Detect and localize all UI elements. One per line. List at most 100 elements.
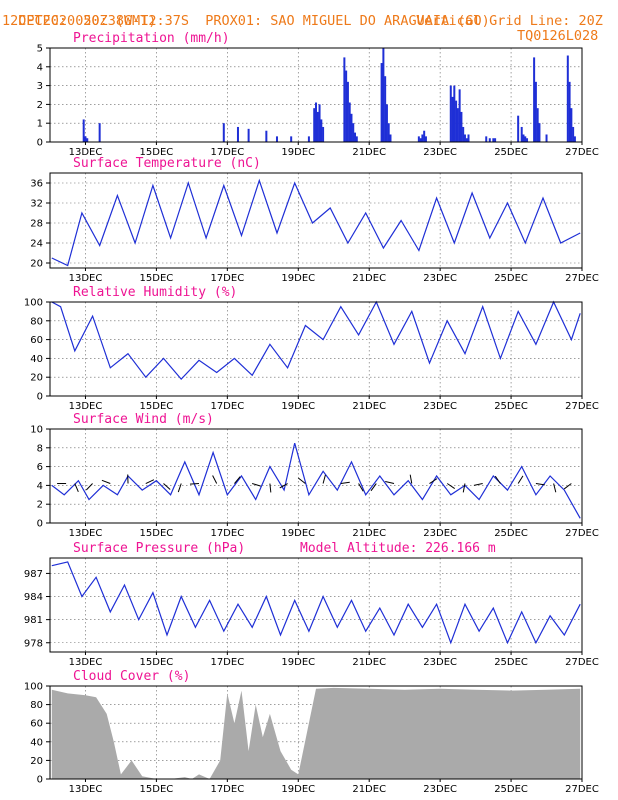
xtick-label-3-0: 13DEC (69, 528, 103, 539)
wind-arrow-18 (370, 483, 377, 492)
header-location: PROX01: SAO MIGUEL DO ARAGUAIA (GO) (205, 13, 490, 29)
wind-arrow-11 (252, 483, 261, 487)
series-line-4 (51, 561, 581, 645)
precip-bar-34 (423, 130, 426, 142)
precip-bar-47 (485, 136, 488, 142)
precip-bar-13 (316, 111, 319, 142)
wind-arrow-7 (177, 483, 182, 493)
precip-bar-0 (82, 119, 85, 142)
ytick-label-3-4: 8 (37, 443, 43, 454)
panel-frame-0 (49, 47, 583, 143)
ytick-label-2-3: 60 (30, 335, 43, 346)
wind-arrow-13 (279, 483, 288, 489)
wind-arrow-27 (535, 483, 545, 486)
precip-bar-7 (265, 130, 268, 142)
xtick-label-2-5: 23DEC (423, 401, 457, 412)
xtick-label-1-7: 27DEC (565, 273, 599, 284)
precip-bar-26 (382, 48, 385, 142)
wind-arrow-24 (473, 483, 483, 486)
wind-arrow-1 (74, 483, 79, 492)
wind-arrow-23 (462, 483, 466, 493)
precip-bar-25 (380, 63, 383, 142)
xtick-label-2-4: 21DEC (352, 401, 386, 412)
ytick-label-5-0: 0 (37, 775, 43, 786)
precip-bar-8 (275, 136, 278, 142)
xtick-label-3-6: 25DEC (494, 528, 528, 539)
precip-bar-14 (318, 104, 321, 142)
wind-arrow-28 (553, 483, 557, 493)
precip-bar-16 (322, 126, 325, 142)
panel-frame-2 (49, 301, 583, 397)
xtick-label-0-2: 17DEC (210, 147, 244, 158)
ytick-label-4-1: 981 (24, 615, 43, 626)
wind-arrow-12 (269, 483, 272, 493)
precip-bar-38 (453, 85, 456, 142)
panel-title-4: Surface Pressure (hPa) (73, 541, 245, 556)
precip-bar-64 (572, 126, 575, 142)
xtick-label-0-5: 23DEC (423, 147, 457, 158)
ytick-label-5-4: 80 (30, 700, 43, 711)
xtick-label-0-4: 21DEC (352, 147, 386, 158)
precip-bar-53 (522, 134, 525, 142)
precip-bar-19 (346, 81, 349, 142)
header-grid-note: Vertical Grid Line: 20Z (416, 13, 603, 29)
precip-bar-30 (389, 134, 392, 142)
precip-bar-37 (451, 96, 454, 142)
panel-annotation-4: Model Altitude: 226.166 m (300, 541, 496, 556)
precip-bar-3 (98, 123, 101, 142)
ytick-label-1-3: 32 (30, 199, 43, 210)
precip-bar-41 (458, 89, 461, 142)
ytick-label-0-3: 3 (37, 81, 43, 92)
precip-bar-65 (573, 136, 576, 142)
precip-bar-15 (320, 119, 323, 142)
xtick-label-4-0: 13DEC (69, 657, 103, 668)
ytick-label-4-3: 987 (24, 569, 43, 580)
precip-bar-1 (84, 136, 87, 142)
precip-bar-36 (449, 85, 452, 142)
xtick-label-3-7: 27DEC (565, 528, 599, 539)
xtick-label-1-2: 17DEC (210, 273, 244, 284)
ytick-label-0-1: 1 (37, 119, 43, 130)
precip-bar-18 (345, 70, 348, 142)
wind-arrow-8 (189, 483, 199, 485)
header-code: TQ0126L028 (517, 28, 599, 44)
xtick-label-0-1: 15DEC (140, 147, 174, 158)
wind-arrow-3 (101, 479, 111, 484)
wind-arrow-10 (234, 476, 241, 484)
precip-bar-62 (568, 81, 571, 142)
ytick-label-0-2: 2 (37, 100, 43, 111)
header-date: 12DEC2020 20Z (GMT) (2, 13, 157, 29)
ytick-label-4-2: 984 (24, 592, 43, 603)
wind-arrow-19 (385, 481, 395, 485)
precip-bar-51 (517, 115, 520, 142)
ytick-label-2-5: 100 (24, 298, 43, 309)
precip-bar-50 (494, 138, 497, 142)
xtick-label-2-2: 17DEC (210, 401, 244, 412)
wind-arrow-22 (446, 483, 455, 489)
precip-bar-23 (354, 132, 357, 142)
xtick-label-3-1: 15DEC (140, 528, 174, 539)
ytick-label-5-2: 40 (30, 737, 43, 748)
ytick-label-3-3: 6 (37, 462, 43, 473)
panel-frame-4 (49, 557, 583, 653)
precip-bar-63 (570, 108, 573, 142)
xtick-label-0-0: 13DEC (69, 147, 103, 158)
precip-bar-40 (456, 108, 459, 142)
wind-arrow-21 (429, 478, 438, 484)
precip-bar-46 (467, 134, 470, 142)
xtick-label-4-6: 25DEC (494, 657, 528, 668)
panel-title-5: Cloud Cover (%) (73, 669, 190, 684)
ytick-label-5-5: 100 (24, 682, 43, 693)
precip-bar-59 (538, 123, 541, 142)
precip-bar-10 (307, 136, 310, 142)
precip-bar-20 (348, 102, 351, 142)
xtick-label-5-3: 19DEC (281, 784, 315, 795)
precip-bar-60 (545, 134, 548, 142)
precip-bar-5 (236, 126, 239, 142)
wind-arrow-16 (340, 481, 350, 485)
xtick-label-5-2: 17DEC (210, 784, 244, 795)
wind-arrow-15 (322, 474, 326, 484)
precip-bar-27 (384, 76, 387, 142)
wind-arrow-6 (163, 483, 171, 490)
ytick-label-3-1: 2 (37, 500, 43, 511)
